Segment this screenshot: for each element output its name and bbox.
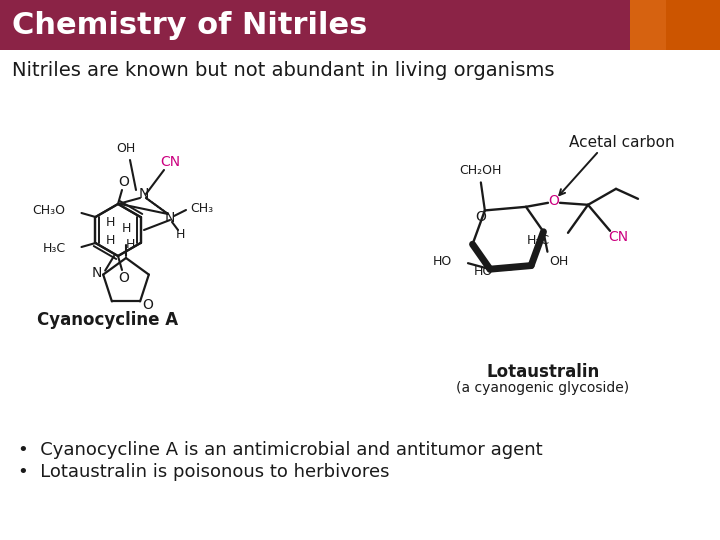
Text: H: H bbox=[105, 215, 114, 228]
Text: H: H bbox=[105, 233, 114, 246]
Text: (a cyanogenic glycoside): (a cyanogenic glycoside) bbox=[456, 381, 629, 395]
Bar bbox=[0, 0, 630, 50]
Text: OH: OH bbox=[117, 141, 135, 154]
Text: CN: CN bbox=[160, 155, 180, 169]
Text: H: H bbox=[122, 221, 131, 234]
Text: CN: CN bbox=[608, 230, 628, 244]
Text: O: O bbox=[549, 194, 559, 208]
Text: HO: HO bbox=[474, 265, 493, 278]
Text: O: O bbox=[119, 175, 130, 189]
Text: Nitriles are known but not abundant in living organisms: Nitriles are known but not abundant in l… bbox=[12, 60, 554, 79]
Text: O: O bbox=[143, 299, 153, 313]
Text: H₃C: H₃C bbox=[42, 242, 66, 255]
Text: CH₃O: CH₃O bbox=[32, 205, 66, 218]
Text: N: N bbox=[139, 187, 149, 201]
Text: H: H bbox=[125, 238, 135, 251]
Text: O: O bbox=[119, 271, 130, 285]
Text: •  Lotaustralin is poisonous to herbivores: • Lotaustralin is poisonous to herbivore… bbox=[18, 463, 390, 481]
Text: Chemistry of Nitriles: Chemistry of Nitriles bbox=[12, 10, 367, 39]
Text: N: N bbox=[165, 211, 175, 225]
Text: •  Cyanocycline A is an antimicrobial and antitumor agent: • Cyanocycline A is an antimicrobial and… bbox=[18, 441, 543, 459]
Text: H₃C: H₃C bbox=[527, 234, 550, 247]
Text: CH₃: CH₃ bbox=[190, 201, 213, 214]
Text: Cyanocycline A: Cyanocycline A bbox=[37, 311, 179, 329]
Text: Acetal carbon: Acetal carbon bbox=[570, 136, 675, 150]
Text: N: N bbox=[92, 266, 102, 280]
Bar bbox=[630, 0, 666, 50]
Text: Lotaustralin: Lotaustralin bbox=[487, 363, 600, 381]
Text: H: H bbox=[175, 227, 185, 240]
Text: OH: OH bbox=[549, 255, 569, 268]
Bar bbox=[630, 0, 720, 50]
Text: HO: HO bbox=[433, 255, 452, 268]
Text: O: O bbox=[475, 211, 486, 224]
Text: CH₂OH: CH₂OH bbox=[459, 164, 502, 177]
